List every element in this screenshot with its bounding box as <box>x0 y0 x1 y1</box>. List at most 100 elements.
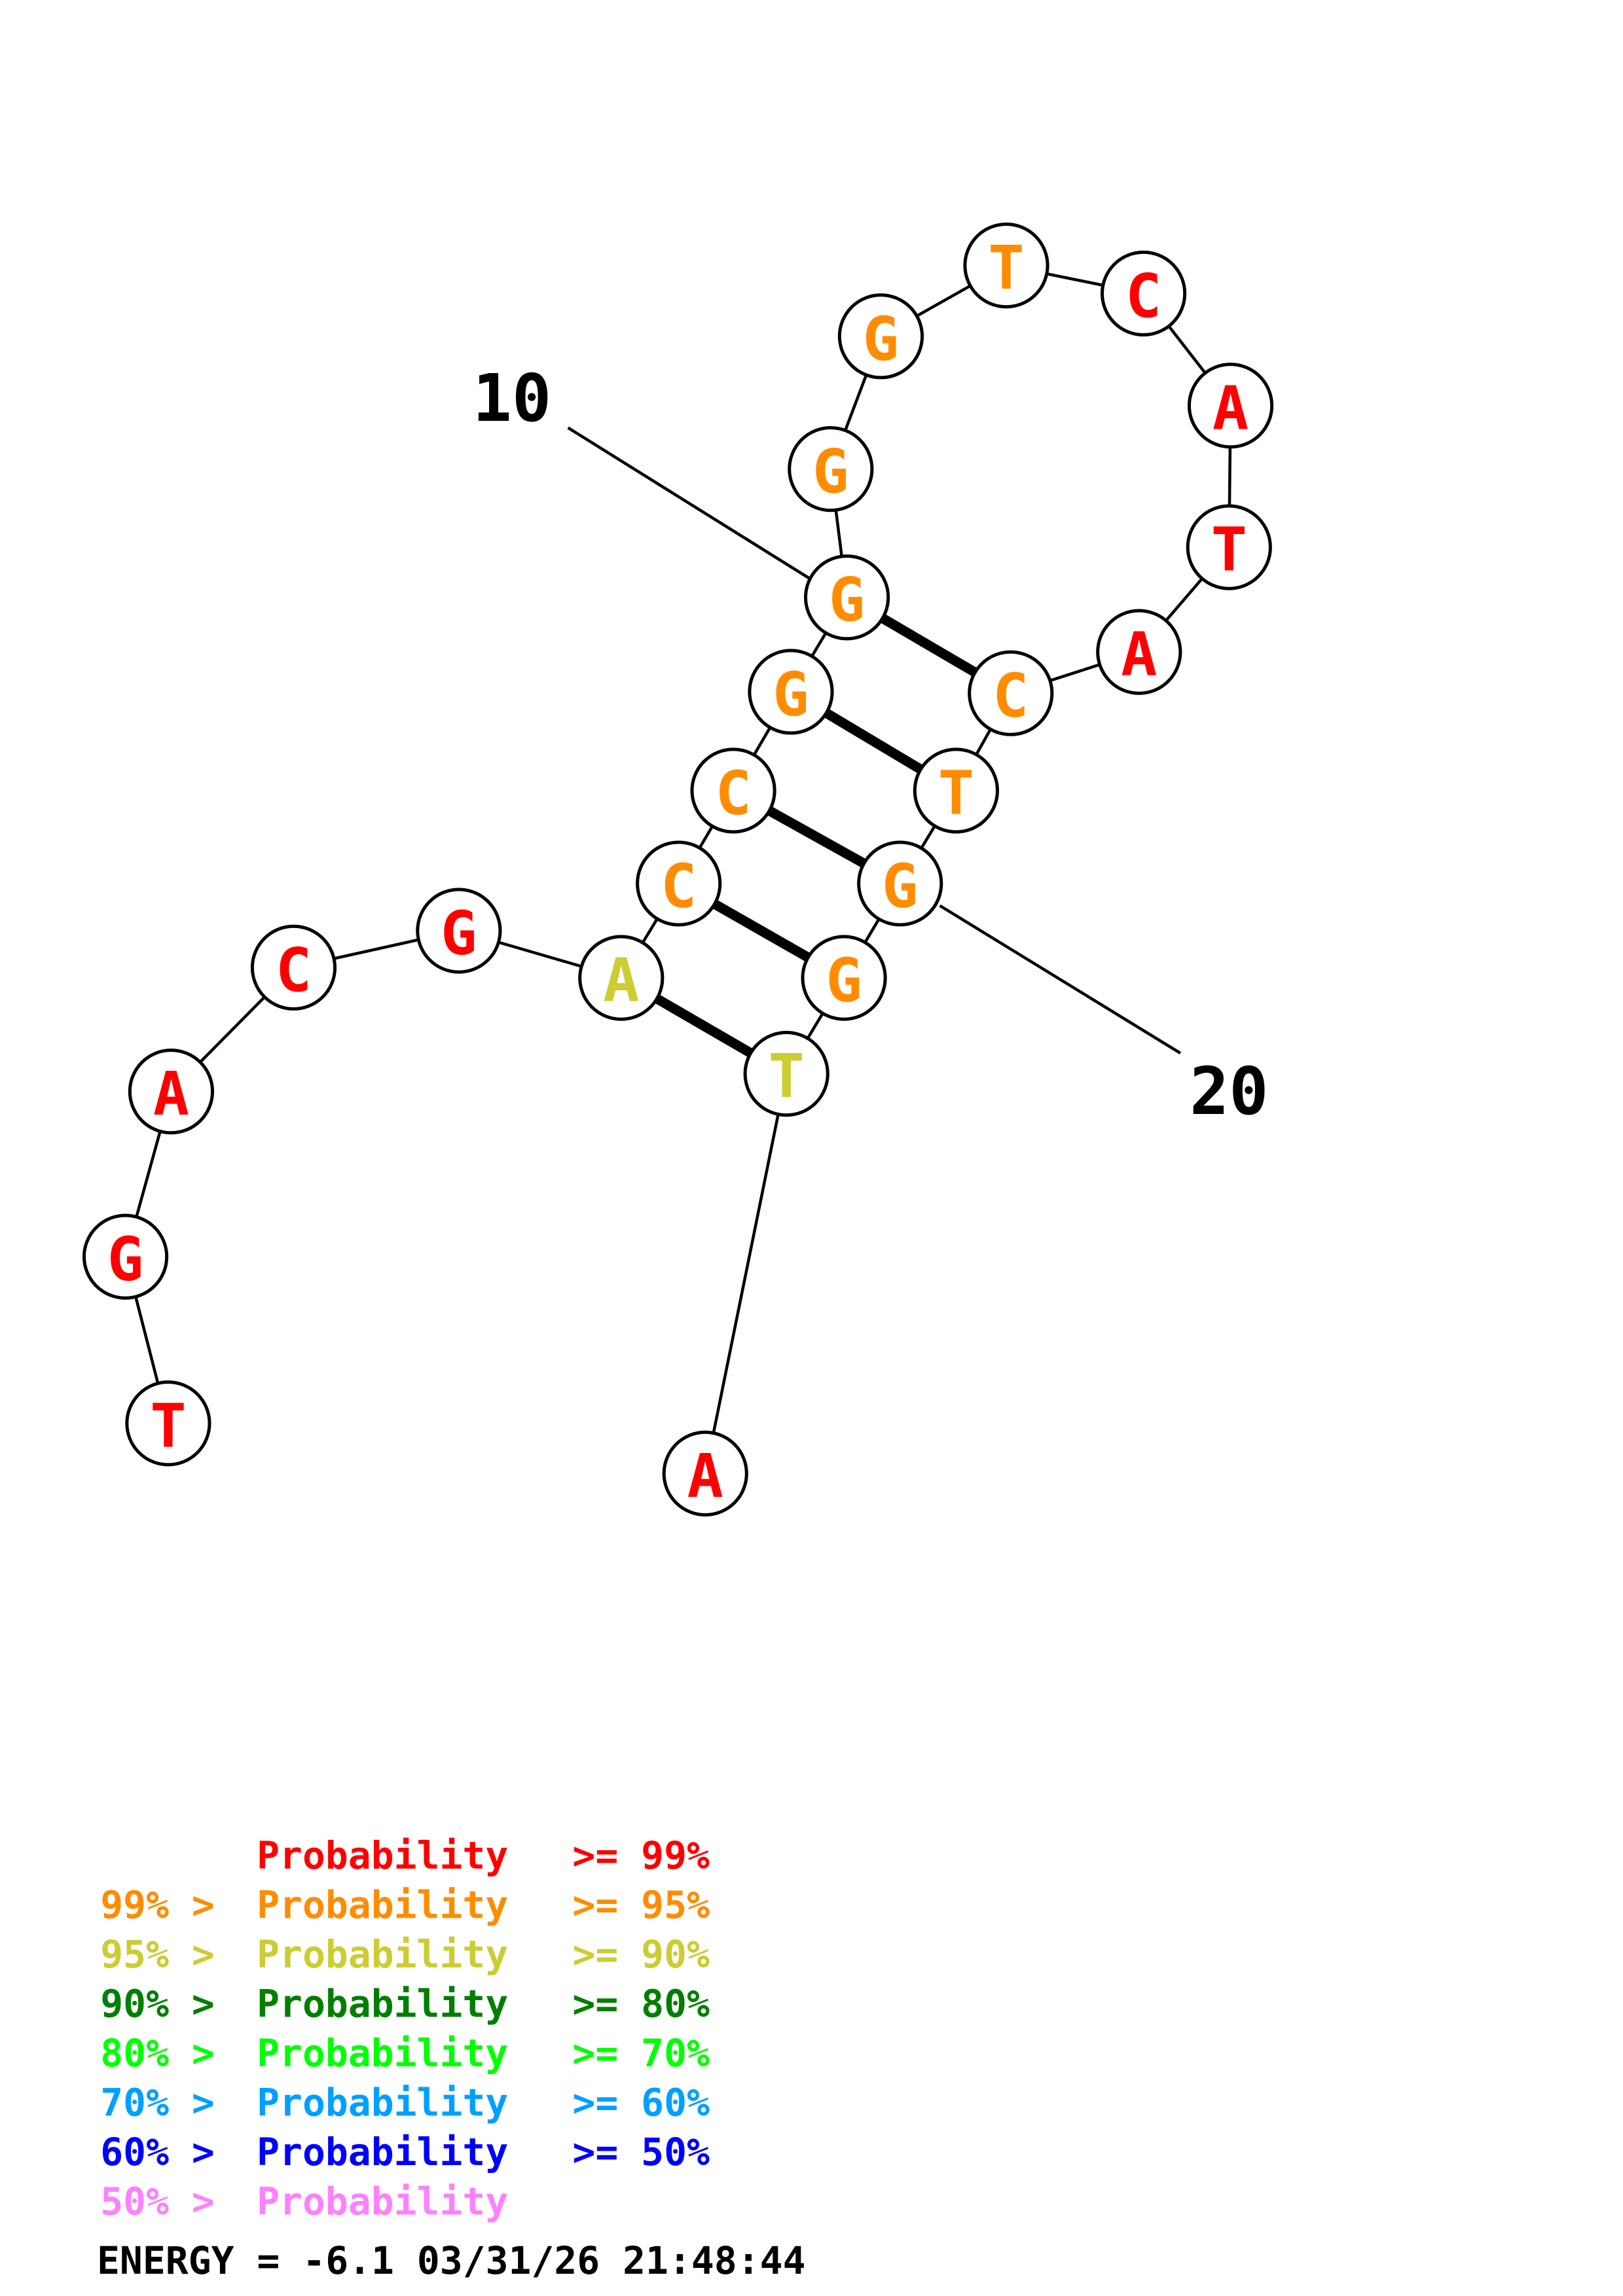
nucleotide-base-letter: A <box>603 946 639 1016</box>
nucleotide-3: A <box>128 1049 215 1135</box>
nucleotide-base-letter: T <box>938 758 974 828</box>
legend-label: Probability <box>257 1883 508 1928</box>
legend-prefix: 90% > <box>100 1982 215 2026</box>
nucleotide-circle <box>857 840 943 927</box>
nucleotide-circle <box>125 1380 211 1467</box>
legend-label: Probability <box>257 1932 508 1977</box>
position-number-label: 10 <box>473 360 551 437</box>
numbering-tick-line <box>567 426 812 581</box>
nucleotide-circle <box>128 1049 215 1135</box>
legend-label: Probability <box>257 1982 508 2026</box>
nucleotide-17: A <box>1096 609 1182 695</box>
legend-prefix: 50% > <box>100 2179 215 2224</box>
nucleotide-4: C <box>250 924 337 1011</box>
legend-row: 50% > Probability <box>100 2179 508 2224</box>
numbering-labels-layer: 10 20 <box>473 360 1269 1130</box>
nucleotide-18: C <box>968 650 1054 736</box>
nucleotide-19: T <box>913 747 999 834</box>
nucleotide-13: T <box>963 223 1049 309</box>
nucleotide-base-letter: G <box>826 946 862 1016</box>
nucleotide-circle <box>968 650 1054 736</box>
nucleotide-circle <box>963 223 1049 309</box>
nucleotide-12: G <box>837 293 924 380</box>
nucleotide-9: G <box>748 649 834 735</box>
nucleotide-22: T <box>743 1031 830 1117</box>
nucleotide-circle <box>662 1430 748 1516</box>
nucleotide-20: G <box>857 840 943 927</box>
nucleotide-base-letter: G <box>863 304 899 374</box>
nucleotide-circle <box>82 1213 169 1300</box>
nucleotide-base-letter: G <box>441 899 477 969</box>
nucleotide-circle <box>803 554 890 641</box>
nucleotide-base-letter: G <box>812 437 848 507</box>
nucleotide-7: C <box>636 840 722 927</box>
nucleotide-circle <box>748 649 834 735</box>
nucleotide-base-letter: T <box>150 1391 186 1461</box>
legend-label: Probability <box>257 2130 508 2174</box>
nucleotide-circle <box>913 747 999 834</box>
legend-row: Probability >= 99% <box>257 1833 710 1878</box>
nucleotide-circle <box>801 935 887 1021</box>
nucleotide-base-letter: A <box>153 1059 189 1129</box>
legend-suffix: >= 90% <box>572 1932 710 1977</box>
legend-prefix: 99% > <box>100 1883 215 1928</box>
legend-row: 95% > Probability >= 90% <box>100 1932 710 1977</box>
legend-prefix: 70% > <box>100 2081 215 2125</box>
legend-suffix: >= 95% <box>572 1883 710 1928</box>
nucleotide-5: G <box>416 888 502 974</box>
legend-label: Probability <box>257 2081 508 2125</box>
nucleotide-23: A <box>662 1430 748 1516</box>
nucleotide-circle <box>690 747 776 834</box>
probability-legend: Probability >= 99%99% > Probability >= 95%9… <box>100 1833 710 2223</box>
legend-prefix: 95% > <box>100 1932 215 1977</box>
legend-label: Probability <box>257 2179 508 2224</box>
backbone-segment <box>704 1073 788 1474</box>
nucleotide-base-letter: A <box>687 1441 723 1511</box>
nucleotide-circle <box>1187 363 1274 449</box>
nucleotide-base-letter: G <box>773 659 809 729</box>
nucleotide-base-letter: G <box>107 1225 143 1295</box>
legend-row: 60% > Probability >= 50% <box>100 2130 710 2174</box>
nucleotide-base-letter: C <box>715 758 751 828</box>
nucleotide-circle <box>250 924 337 1011</box>
nucleotide-circle <box>1186 504 1272 590</box>
nucleotide-circle <box>1100 250 1187 337</box>
nucleotide-8: C <box>690 747 776 834</box>
nucleotide-base-letter: T <box>1211 515 1247 585</box>
legend-prefix: 80% > <box>100 2031 215 2075</box>
nucleotide-base-letter: T <box>768 1041 804 1111</box>
legend-row: 80% > Probability >= 70% <box>100 2031 710 2075</box>
nucleotide-circle <box>1096 609 1182 695</box>
nucleotide-2: G <box>82 1213 169 1300</box>
nucleotide-base-letter: G <box>829 565 865 635</box>
legend-suffix: >= 70% <box>572 2031 710 2075</box>
legend-row: 99% > Probability >= 95% <box>100 1883 710 1928</box>
nucleotide-14: C <box>1100 250 1187 337</box>
legend-row: 70% > Probability >= 60% <box>100 2081 710 2125</box>
legend-prefix: 60% > <box>100 2130 215 2174</box>
nucleotide-circle <box>837 293 924 380</box>
nucleotide-base-letter: C <box>661 851 697 921</box>
nucleotide-16: T <box>1186 504 1272 590</box>
nucleotide-circle <box>416 888 502 974</box>
nucleotide-21: G <box>801 935 887 1021</box>
numbering-tick-line <box>939 904 1182 1055</box>
legend-label: Probability <box>257 1833 508 1878</box>
legend-suffix: >= 60% <box>572 2081 710 2125</box>
nucleotide-base-letter: C <box>276 935 312 1005</box>
legend-suffix: >= 50% <box>572 2130 710 2174</box>
nucleotide-base-letter: T <box>988 233 1024 303</box>
nucleotide-10: G <box>803 554 890 641</box>
position-number-label: 20 <box>1190 1053 1268 1130</box>
legend-row: 90% > Probability >= 80% <box>100 1982 710 2026</box>
nucleotide-11: G <box>788 426 874 512</box>
nucleotide-circle <box>578 935 665 1021</box>
legend-suffix: >= 99% <box>572 1833 710 1878</box>
numbering-lines-layer <box>567 426 1182 1055</box>
nucleotide-circle <box>636 840 722 927</box>
legend-label: Probability <box>257 2031 508 2075</box>
nucleotide-circle <box>788 426 874 512</box>
nucleotide-base-letter: C <box>993 661 1029 731</box>
